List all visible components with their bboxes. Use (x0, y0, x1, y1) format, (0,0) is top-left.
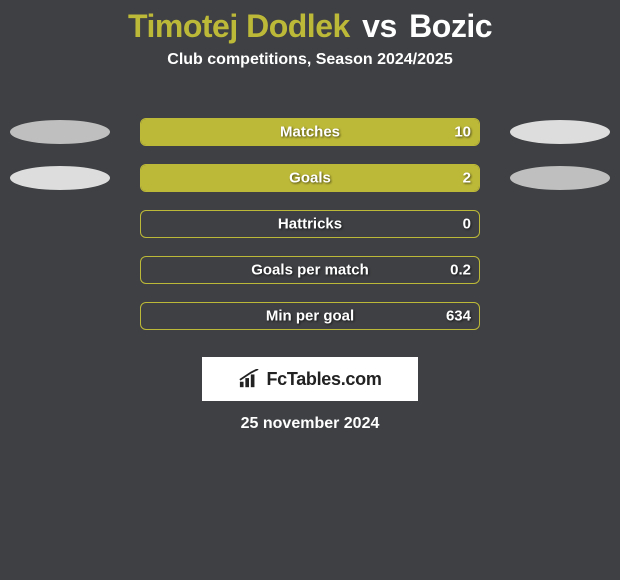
player1-ellipse (10, 166, 110, 190)
bar-chart-icon (238, 369, 260, 389)
player2-name: Bozic (409, 8, 492, 44)
stat-bar: Matches10 (140, 118, 480, 146)
date-stamp: 25 november 2024 (0, 415, 620, 433)
stat-bar: Goals2 (140, 164, 480, 192)
comparison-title: Timotej Dodlek vs Bozic (0, 0, 620, 45)
stat-bar-fill (141, 119, 479, 145)
player2-ellipse (510, 120, 610, 144)
player1-name: Timotej Dodlek (128, 8, 350, 44)
stat-bar: Goals per match 0.2 (140, 256, 480, 284)
stat-row: Min per goal 634 (0, 293, 620, 339)
stat-bar-label: Hattricks 0 (141, 211, 479, 237)
stat-bar: Hattricks 0 (140, 210, 480, 238)
vs-label: vs (362, 8, 397, 44)
stat-row: Hattricks 0 (0, 201, 620, 247)
stat-bar-label: Goals per match 0.2 (141, 257, 479, 283)
stat-value: 0.2 (450, 262, 471, 279)
subtitle: Club competitions, Season 2024/2025 (0, 51, 620, 69)
stat-row: Goals per match 0.2 (0, 247, 620, 293)
stat-row: Matches10 (0, 109, 620, 155)
stat-value: 0 (463, 216, 471, 233)
stat-bar-fill (141, 165, 479, 191)
stats-chart: Matches10 Goals2 Hattricks 0 Goals per match… (0, 109, 620, 339)
stat-value: 634 (446, 308, 471, 325)
brand-text: FcTables.com (266, 369, 381, 390)
brand-badge: FcTables.com (202, 357, 418, 401)
player1-ellipse (10, 120, 110, 144)
stat-metric-name: Goals per match (251, 262, 369, 279)
stat-bar: Min per goal 634 (140, 302, 480, 330)
player2-ellipse (510, 166, 610, 190)
stat-metric-name: Hattricks (278, 216, 342, 233)
stat-row: Goals2 (0, 155, 620, 201)
stat-bar-label: Min per goal 634 (141, 303, 479, 329)
stat-metric-name: Min per goal (266, 308, 354, 325)
